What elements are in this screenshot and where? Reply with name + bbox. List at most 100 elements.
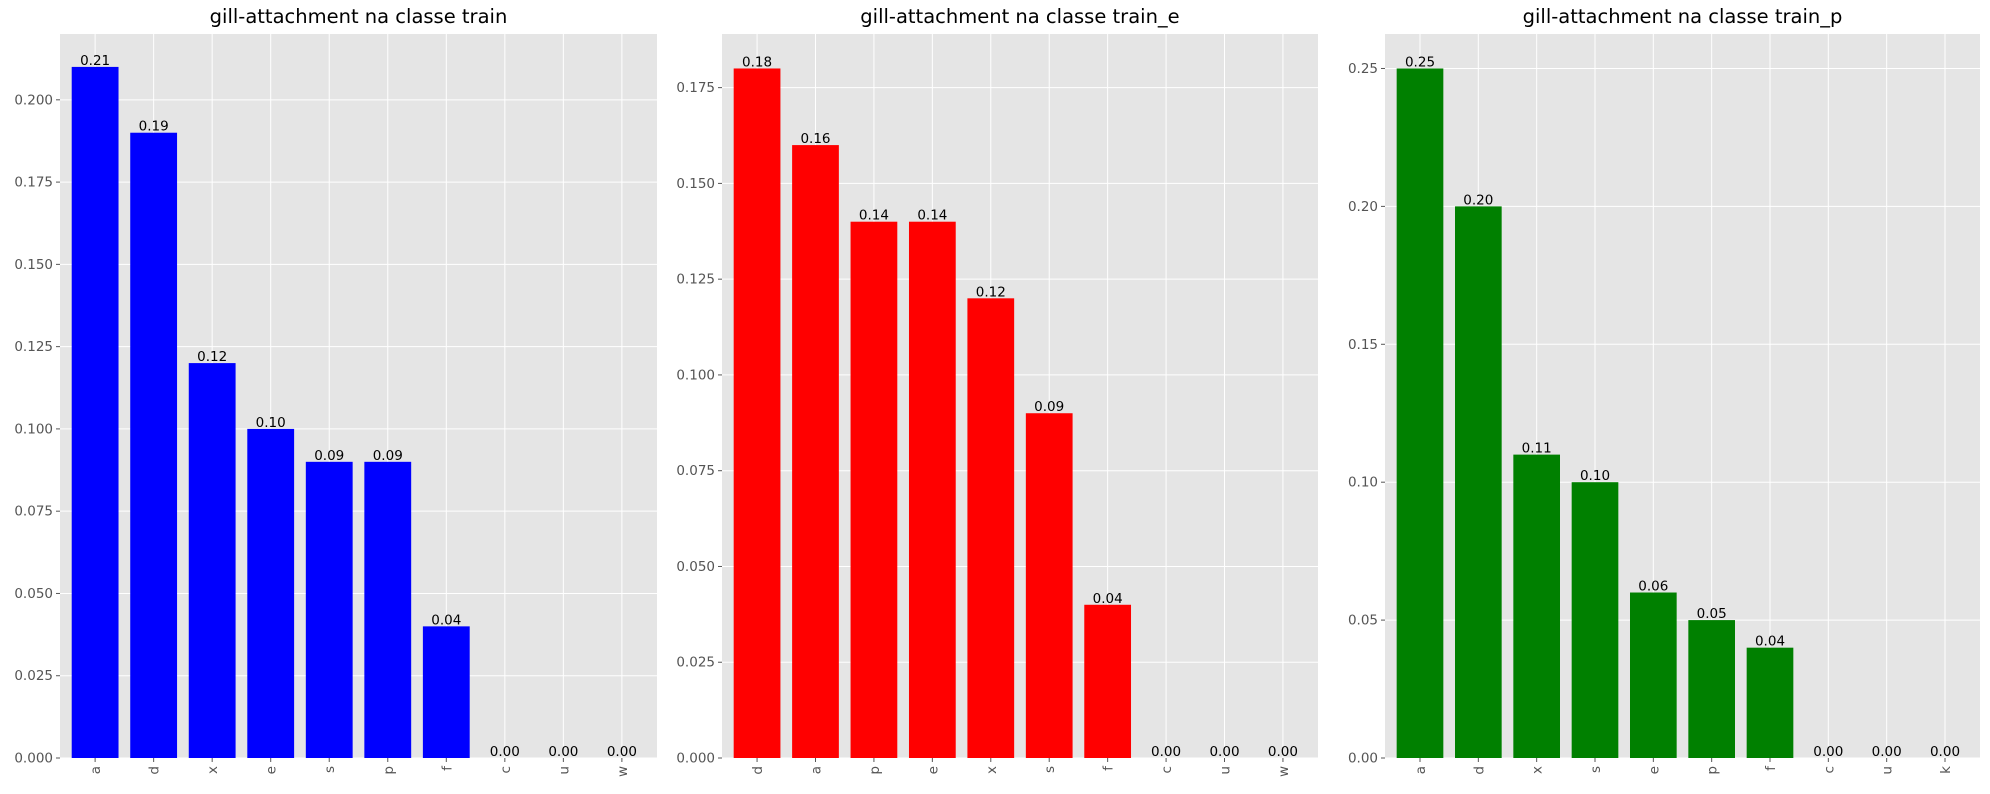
bar-value-label: 0.04 [1093, 591, 1123, 607]
bar-value-label: 0.00 [607, 744, 637, 760]
bar-value-label: 0.00 [1813, 744, 1843, 760]
chart-panel-train-p: 0.00 0.05 0.10 0.15 0.20 0.25 a d x s e p f c u k 0.25 0.… [1348, 5, 1980, 775]
chart-panel-train-e: 0.000 0.025 0.050 0.075 0.100 0.125 0.150 0.175… [676, 5, 1318, 777]
x-tick-label: k [1938, 766, 1954, 774]
y-tick-label: 0.075 [14, 504, 53, 520]
bar-value-label: 0.05 [1697, 606, 1727, 622]
x-tick-label: u [556, 766, 572, 775]
bar [1746, 647, 1794, 758]
y-tick-label: 0.125 [676, 272, 715, 288]
x-tick-label: p [1705, 766, 1721, 775]
y-tick-label: 0.075 [676, 463, 715, 479]
bar [792, 145, 839, 758]
bar-value-label: 0.04 [1755, 634, 1785, 650]
bar-value-label: 0.11 [1522, 441, 1552, 457]
y-tick-label: 0.15 [1348, 337, 1378, 353]
bar-value-label: 0.00 [1872, 744, 1902, 760]
x-tick-label: p [867, 766, 883, 775]
y-tick-label: 0.200 [14, 92, 53, 108]
bar [247, 428, 295, 758]
bar-value-label: 0.10 [256, 415, 286, 431]
bar [850, 221, 898, 758]
bar-value-label: 0.19 [139, 119, 169, 135]
y-tick-label: 0.175 [676, 80, 715, 96]
y-tick-label: 0.100 [14, 421, 53, 437]
x-tick-label: x [984, 766, 1000, 774]
bar [1084, 604, 1132, 758]
y-tick-label: 0.100 [676, 367, 715, 383]
x-tick-label: d [750, 766, 766, 775]
x-tick-label: x [205, 766, 221, 774]
x-tick-label: u [1218, 766, 1234, 775]
y-tick-label: 0.050 [676, 559, 715, 575]
x-tick-label: e [1646, 766, 1662, 774]
bar-value-label: 0.09 [314, 448, 344, 464]
x-tick-label: s [1588, 766, 1604, 773]
y-tick-label: 0.025 [676, 655, 715, 671]
y-tick-label: 0.025 [14, 668, 53, 684]
bar [1513, 454, 1560, 758]
bar-value-label: 0.16 [800, 131, 830, 147]
y-tick-label: 0.20 [1348, 199, 1378, 215]
x-tick-label: x [1530, 766, 1546, 774]
bar-value-label: 0.00 [1268, 744, 1298, 760]
bar [733, 68, 781, 758]
x-tick-label: c [498, 766, 514, 773]
x-tick-label: a [1413, 766, 1429, 774]
x-tick-label: f [439, 765, 455, 771]
y-tick-label: 0.10 [1348, 475, 1378, 491]
bar [1455, 206, 1502, 758]
bar [305, 461, 353, 758]
y-tick-label: 0.00 [1348, 751, 1378, 767]
bar-value-label: 0.09 [373, 448, 403, 464]
bar-value-label: 0.14 [917, 208, 947, 224]
x-tick-label: c [1159, 766, 1175, 773]
bar-value-label: 0.00 [1151, 744, 1181, 760]
bar [908, 221, 956, 758]
y-tick-label: 0.000 [676, 751, 715, 767]
bar-value-label: 0.09 [1034, 399, 1064, 415]
x-tick-label: a [808, 766, 824, 774]
x-tick-label: d [147, 766, 163, 775]
x-tick-label: a [88, 766, 104, 774]
bar-value-label: 0.12 [976, 284, 1006, 300]
bar [1688, 620, 1735, 758]
bar-value-label: 0.00 [1209, 744, 1239, 760]
x-tick-label: d [1471, 766, 1487, 775]
bar-value-label: 0.10 [1580, 468, 1610, 484]
bar-value-label: 0.00 [490, 744, 520, 760]
y-tick-label: 0.175 [14, 175, 53, 191]
chart-title: gill-attachment na classe train_e [860, 5, 1179, 28]
bar-value-label: 0.14 [859, 208, 889, 224]
bar-value-label: 0.00 [548, 744, 578, 760]
chart-title: gill-attachment na classe train_p [1523, 5, 1843, 28]
x-tick-label: f [1763, 765, 1779, 771]
bar-value-label: 0.25 [1405, 54, 1435, 70]
bar-value-label: 0.04 [431, 612, 461, 628]
bar [364, 461, 412, 758]
bar [1630, 592, 1677, 758]
y-tick-label: 0.150 [676, 176, 715, 192]
bar-value-label: 0.18 [742, 54, 772, 70]
bar [422, 626, 470, 758]
bar [967, 298, 1015, 758]
x-tick-label: u [1880, 766, 1896, 775]
bar [1571, 482, 1619, 758]
bar-value-label: 0.00 [1930, 744, 1960, 760]
x-tick-label: w [1276, 766, 1292, 777]
x-tick-label: c [1821, 766, 1837, 773]
x-tick-label: s [1042, 766, 1058, 773]
x-tick-label: s [322, 766, 338, 773]
bar [1396, 68, 1444, 758]
bar [71, 66, 119, 759]
bar-value-label: 0.20 [1463, 192, 1493, 208]
bar [130, 132, 178, 758]
y-tick-label: 0.000 [14, 751, 53, 767]
y-tick-label: 0.150 [14, 257, 53, 273]
y-tick-label: 0.25 [1348, 61, 1378, 77]
x-tick-label: f [1101, 765, 1117, 771]
y-tick-label: 0.050 [14, 586, 53, 602]
x-tick-label: w [615, 766, 631, 777]
